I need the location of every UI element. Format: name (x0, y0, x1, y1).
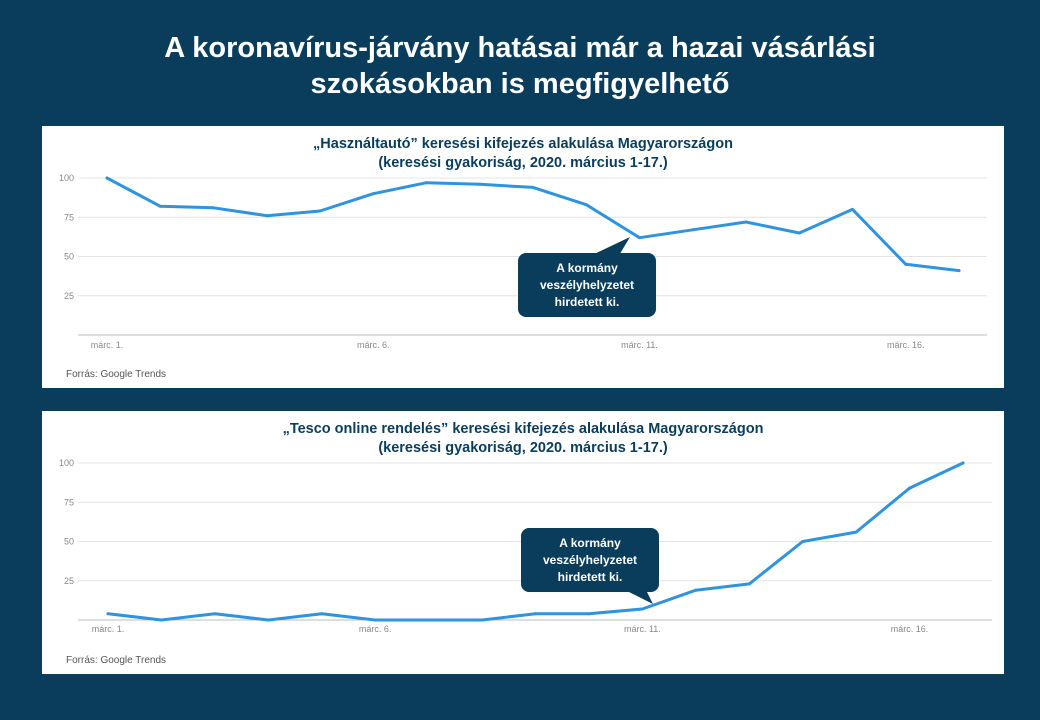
data-point (266, 618, 270, 622)
y-tick-label: 75 (64, 212, 74, 222)
callout-tail (621, 588, 653, 604)
data-point (691, 228, 695, 232)
data-point (747, 582, 751, 586)
data-point (534, 612, 537, 616)
chart-title-line-2: (keresési gyakoriság, 2020. március 1-17… (378, 440, 668, 456)
y-tick-label: 50 (64, 252, 74, 262)
data-point (801, 540, 805, 543)
data-point (531, 185, 535, 189)
data-point (212, 206, 215, 210)
data-point (638, 236, 641, 240)
page-title-line-2: szokásokban is megfigyelhető (310, 68, 730, 100)
data-point (371, 192, 375, 196)
data-point (213, 612, 217, 616)
data-point (908, 486, 912, 490)
data-point (425, 181, 428, 185)
page-title: A koronavírus-járvány hatásai már a haza… (0, 30, 1040, 102)
data-point (694, 588, 698, 592)
data-point (265, 214, 269, 218)
data-point (904, 262, 908, 266)
y-tick-label: 75 (64, 497, 74, 507)
data-point (106, 612, 110, 616)
source-label: Forrás: Google Trends (66, 369, 167, 380)
data-point (961, 461, 965, 465)
data-point (797, 231, 801, 235)
line-chart-hasznaltauto: 25 50 75 100 márc. 1. márc. 6. márc. 11. márc. … (59, 173, 987, 350)
data-point (158, 204, 162, 208)
x-tick-label: márc. 1. (91, 340, 124, 350)
x-tick-label: márc. 16. (887, 340, 925, 350)
x-tick-label: márc. 6. (357, 340, 390, 350)
data-point (854, 530, 858, 534)
annotation-text: A kormány veszélyhelyzetet hirdetett ki. (542, 535, 638, 584)
callout-tail (588, 237, 630, 257)
data-point (851, 207, 854, 211)
chart-title: „Használtautó” keresési kifejezés alakul… (42, 135, 1004, 173)
data-point (320, 612, 324, 616)
chart-title-line-2: (keresési gyakoriság, 2020. március 1-17… (378, 155, 668, 171)
annotation-callout: A kormány veszélyhelyzetet hirdetett ki. (518, 253, 656, 317)
data-point (318, 209, 322, 213)
y-tick-label: 50 (64, 537, 74, 547)
x-tick-label: márc. 11. (621, 340, 658, 350)
data-point (640, 607, 644, 611)
chart-title: „Tesco online rendelés” keresési kifejez… (42, 420, 1004, 458)
chart-panel-hasznaltauto: 25 50 75 100 márc. 1. márc. 6. márc. 11. márc. … (42, 126, 1004, 388)
chart-title-line-1: „Használtautó” keresési kifejezés alakul… (313, 136, 733, 152)
data-point (480, 618, 484, 622)
data-point (427, 618, 431, 622)
annotation-callout: A kormány veszélyhelyzetet hirdetett ki. (521, 528, 659, 592)
chart-title-line-1: „Tesco online rendelés” keresési kifejez… (282, 421, 764, 437)
source-label: Forrás: Google Trends (66, 655, 167, 666)
x-tick-label: márc. 6. (359, 624, 392, 634)
data-point (478, 182, 482, 186)
y-tick-label: 25 (64, 291, 74, 301)
y-tick-label: 100 (59, 173, 74, 183)
x-tick-label: márc. 16. (891, 624, 929, 634)
data-point (105, 176, 109, 180)
data-point (587, 612, 591, 616)
data-point (584, 203, 588, 207)
y-tick-label: 25 (64, 576, 74, 586)
y-tick-label: 100 (59, 458, 74, 468)
data-point (373, 618, 377, 622)
data-point (957, 269, 961, 273)
annotation-text: A kormány veszélyhelyzetet hirdetett ki. (539, 260, 635, 309)
x-tick-label: márc. 1. (92, 624, 125, 634)
data-point (744, 220, 748, 224)
x-tick-label: márc. 11. (624, 624, 661, 634)
page-title-line-1: A koronavírus-járvány hatásai már a haza… (164, 32, 876, 64)
data-point (159, 618, 163, 622)
chart-panel-tesco: 25 50 75 100 márc. 1. márc. 6. márc. 11. márc. … (42, 411, 1004, 674)
